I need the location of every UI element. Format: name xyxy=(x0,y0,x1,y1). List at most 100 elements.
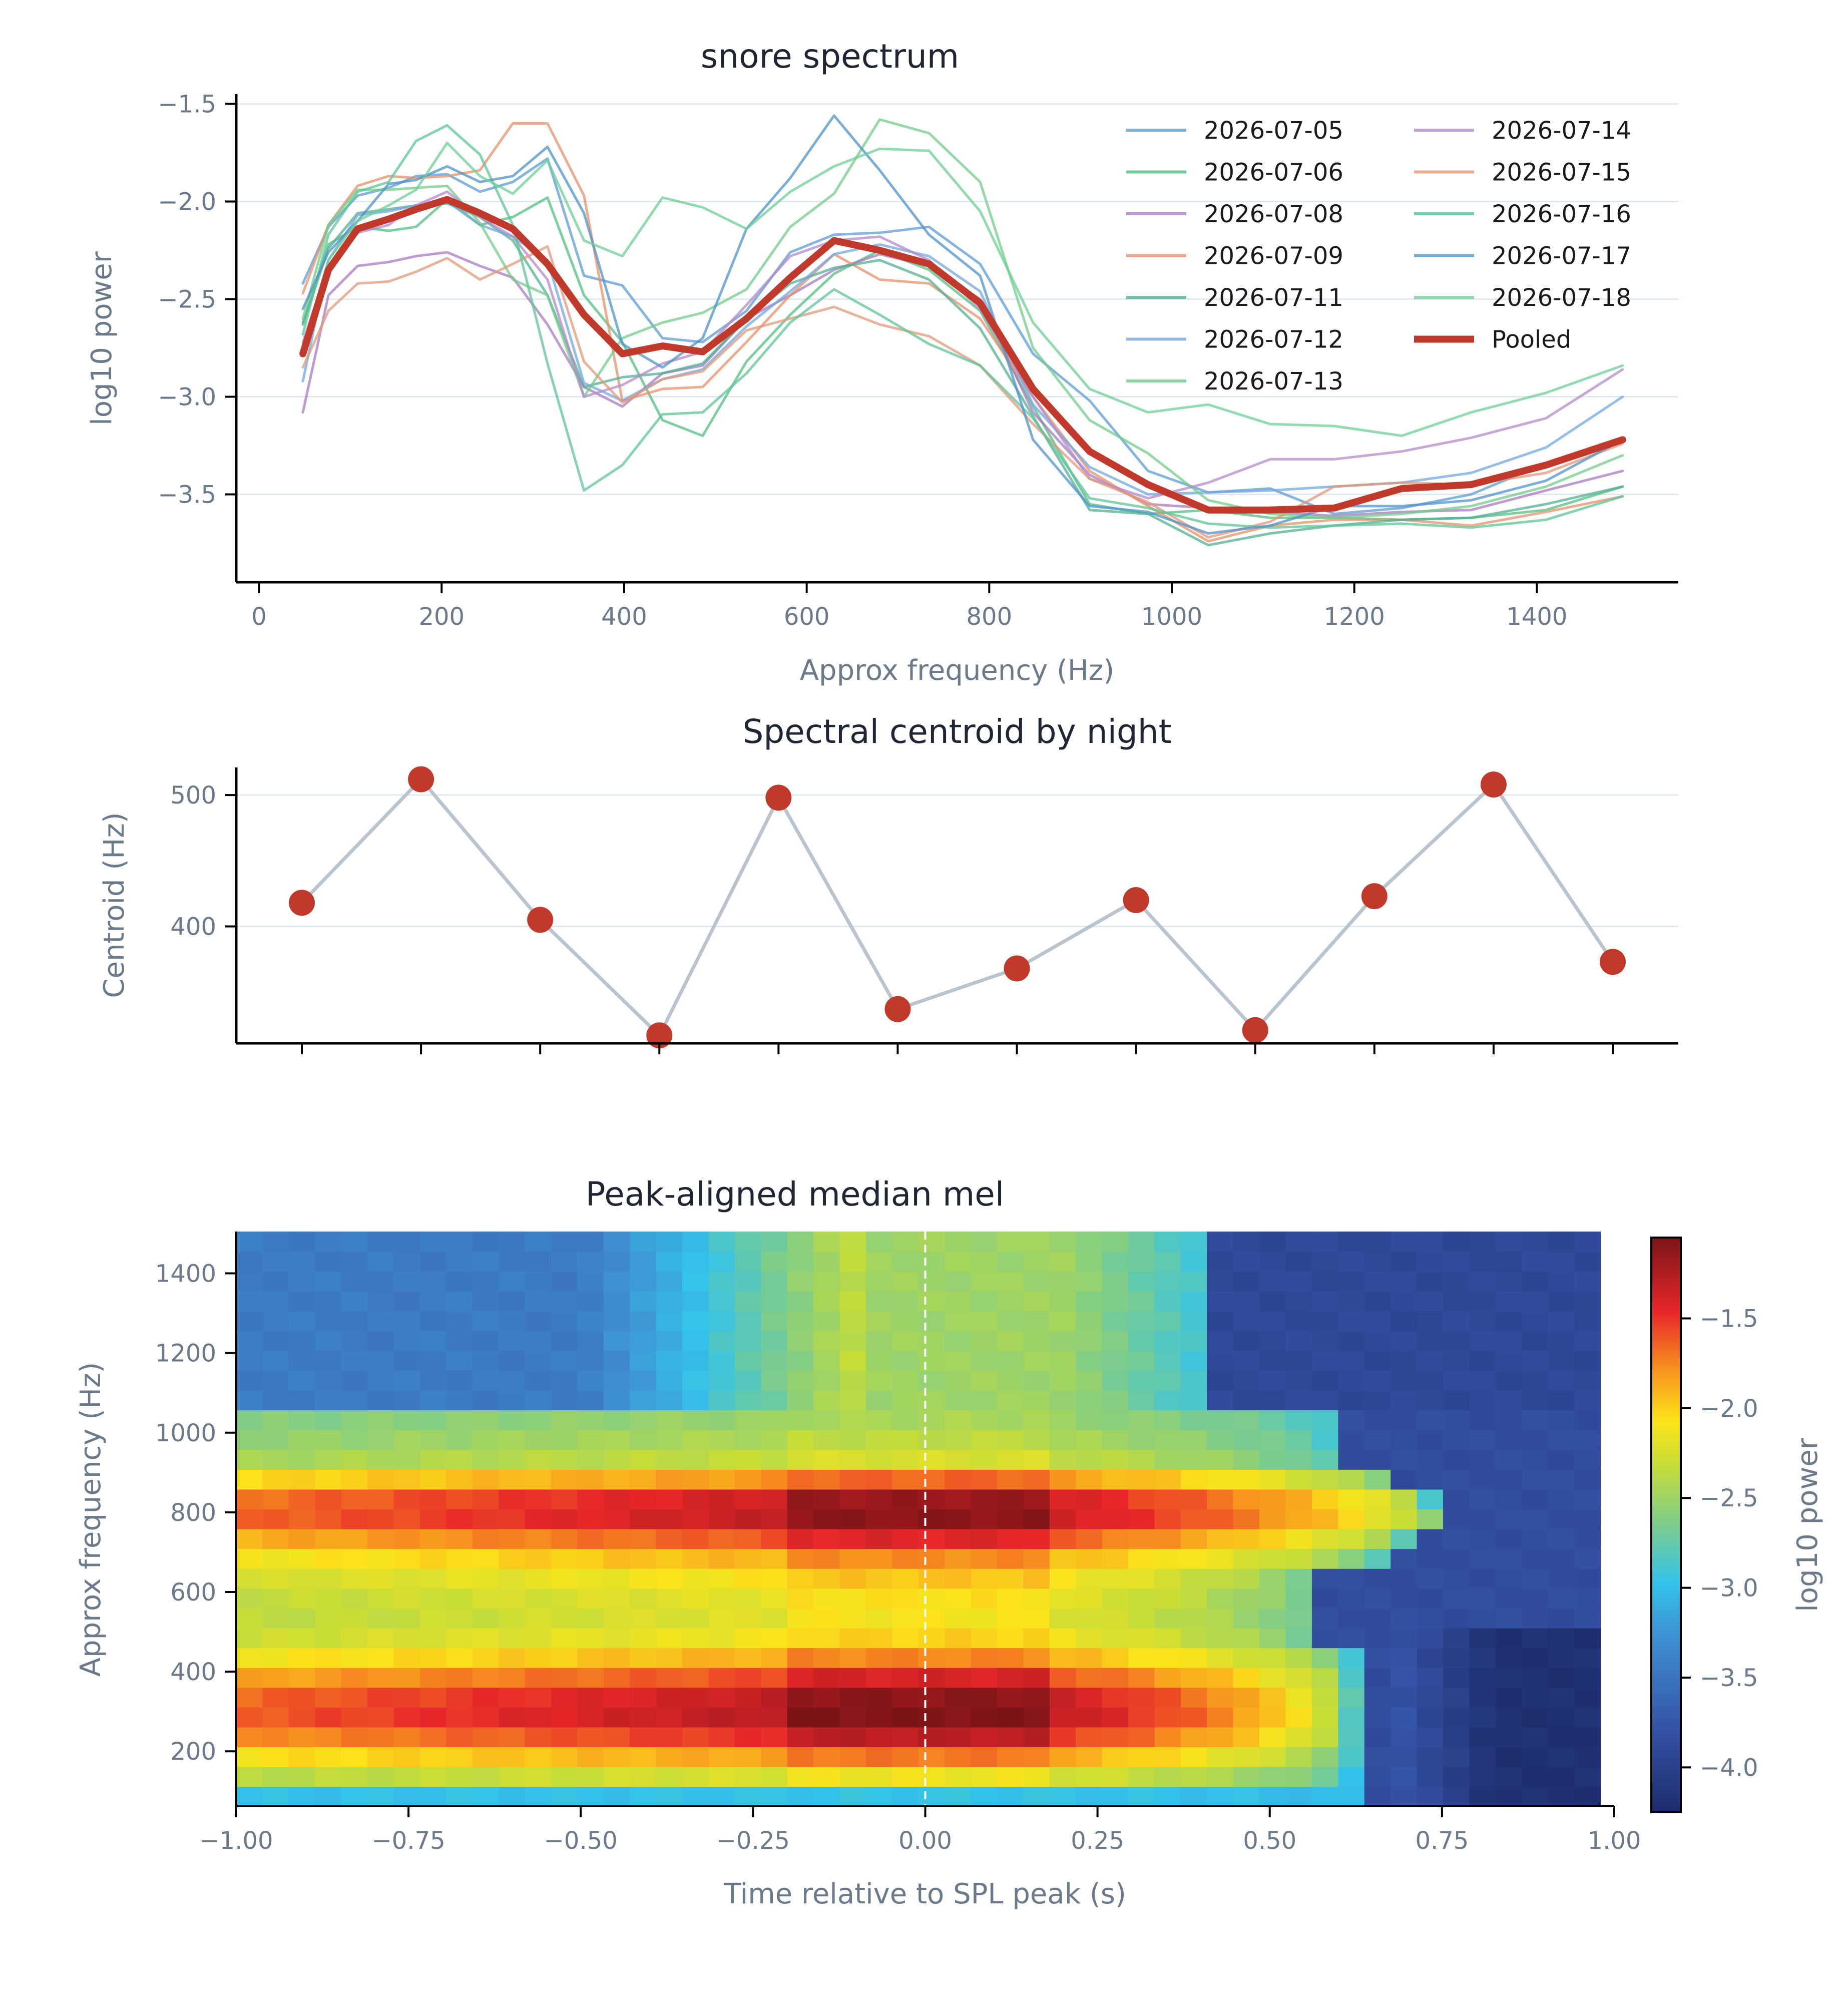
heatmap-cell xyxy=(630,1271,657,1292)
heatmap-cell xyxy=(682,1608,709,1629)
heatmap-cell xyxy=(1522,1449,1549,1470)
legend-entry: 2026-07-06 xyxy=(1204,159,1343,187)
heatmap-cell xyxy=(945,1410,972,1430)
heatmap-cell xyxy=(1311,1687,1339,1708)
heatmap-cell xyxy=(1391,1766,1418,1787)
heatmap-cell xyxy=(1391,1489,1418,1510)
heatmap-cell xyxy=(499,1232,526,1252)
heatmap-cell xyxy=(262,1390,289,1411)
heatmap-cell xyxy=(1495,1628,1523,1649)
legend-entry: 2026-07-17 xyxy=(1492,242,1631,270)
heatmap-cell xyxy=(1154,1766,1181,1787)
heatmap-cell xyxy=(1233,1667,1260,1688)
heatmap-cell xyxy=(918,1429,945,1450)
heatmap-cell xyxy=(787,1568,814,1589)
colorbar-tick-label: −2.0 xyxy=(1700,1395,1758,1423)
heatmap-cell xyxy=(1311,1786,1339,1807)
heatmap-cell xyxy=(761,1687,788,1708)
heatmap-cell xyxy=(734,1291,762,1312)
legend-entry: 2026-07-12 xyxy=(1204,326,1343,354)
heatmap-cell xyxy=(577,1707,604,1728)
heatmap-cell xyxy=(1443,1429,1470,1450)
heatmap-cell xyxy=(656,1766,683,1787)
y-tick-label: −2.0 xyxy=(158,188,216,216)
heatmap-cell xyxy=(1076,1350,1103,1371)
heatmap-cell xyxy=(551,1747,578,1767)
centroid-points xyxy=(289,766,1626,1049)
heatmap-cell xyxy=(682,1410,709,1430)
heatmap-cell xyxy=(1574,1648,1601,1668)
heatmap-cell xyxy=(1285,1509,1312,1529)
heatmap-cell xyxy=(1391,1390,1418,1411)
heatmap-cell xyxy=(551,1390,578,1411)
heatmap-cell xyxy=(892,1232,919,1252)
heatmap-cell xyxy=(1233,1291,1260,1312)
heatmap-cell xyxy=(1049,1667,1077,1688)
heatmap-cell xyxy=(1574,1786,1601,1807)
heatmap-cell xyxy=(393,1608,420,1629)
heatmap-cell xyxy=(708,1251,735,1272)
heatmap-cell xyxy=(892,1330,919,1351)
heatmap-cell xyxy=(472,1727,499,1748)
heatmap-cell xyxy=(499,1410,526,1430)
heatmap-cell xyxy=(1443,1390,1470,1411)
heatmap-cell xyxy=(315,1469,342,1490)
x-tick-label: −0.50 xyxy=(544,1827,618,1855)
heatmap-cell xyxy=(971,1489,998,1510)
heatmap-cell xyxy=(1522,1390,1549,1411)
heatmap-cell xyxy=(1154,1251,1181,1272)
heatmap-cell xyxy=(1417,1410,1444,1430)
heatmap-cell xyxy=(708,1608,735,1629)
heatmap-cell xyxy=(1311,1410,1339,1430)
heatmap-cell xyxy=(761,1449,788,1470)
heatmap-cell xyxy=(1285,1707,1312,1728)
heatmap-cell xyxy=(682,1232,709,1252)
heatmap-cell xyxy=(446,1588,473,1609)
heatmap-cell xyxy=(577,1410,604,1430)
heatmap-cell xyxy=(682,1588,709,1609)
heatmap-cell xyxy=(708,1232,735,1252)
heatmap-cell xyxy=(761,1568,788,1589)
heatmap-cell xyxy=(262,1727,289,1748)
heatmap-cell xyxy=(603,1747,630,1767)
heatmap-cell xyxy=(945,1786,972,1807)
heatmap-cell xyxy=(1128,1449,1155,1470)
heatmap-cell xyxy=(1207,1350,1234,1371)
heatmap-cell xyxy=(787,1251,814,1272)
heatmap-cell xyxy=(1364,1588,1391,1609)
heatmap-cell xyxy=(1207,1528,1234,1549)
heatmap-cell xyxy=(1338,1251,1365,1272)
heatmap-cell xyxy=(236,1370,263,1391)
heatmap-cell xyxy=(1495,1707,1523,1728)
heatmap-cell xyxy=(971,1469,998,1490)
heatmap-cell xyxy=(1311,1648,1339,1668)
y-tick-label: −3.5 xyxy=(158,481,216,509)
heatmap-cell xyxy=(1076,1251,1103,1272)
heatmap-cell xyxy=(1154,1568,1181,1589)
heatmap-cell xyxy=(1364,1311,1391,1331)
heatmap-cell xyxy=(1102,1311,1129,1331)
heatmap-cell xyxy=(419,1449,447,1470)
heatmap-cell xyxy=(892,1727,919,1748)
heatmap-cell xyxy=(892,1766,919,1787)
heatmap-cell xyxy=(1023,1410,1050,1430)
heatmap-cell xyxy=(656,1311,683,1331)
heatmap-cell xyxy=(839,1628,866,1649)
heatmap-cell xyxy=(1233,1628,1260,1649)
heatmap-cell xyxy=(525,1232,552,1252)
heatmap-cell xyxy=(1233,1608,1260,1629)
heatmap-cell xyxy=(787,1667,814,1688)
heatmap-cell xyxy=(262,1528,289,1549)
heatmap-cell xyxy=(630,1727,657,1748)
spectrum-x-label: Approx frequency (Hz) xyxy=(800,654,1115,687)
heatmap-cell xyxy=(315,1628,342,1649)
heatmap-cell xyxy=(446,1350,473,1371)
heatmap-cell xyxy=(236,1648,263,1668)
heatmap-cell xyxy=(1522,1747,1549,1767)
x-tick-label: 1.00 xyxy=(1588,1827,1641,1855)
heatmap-cell xyxy=(1548,1628,1575,1649)
heatmap-cell xyxy=(813,1370,840,1391)
heatmap-cell xyxy=(1102,1588,1129,1609)
heatmap-cell xyxy=(1391,1687,1418,1708)
heatmap-cell xyxy=(1391,1707,1418,1728)
